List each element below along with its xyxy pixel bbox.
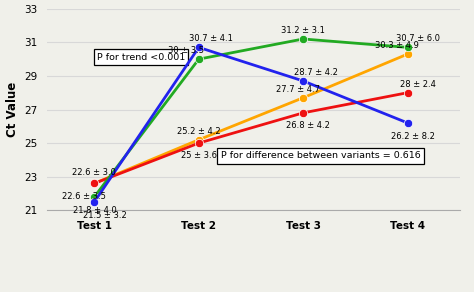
Text: 30.7 ± 4.1: 30.7 ± 4.1 [190, 34, 233, 43]
Non-vaccinated Delta [405, 91, 410, 95]
Vaccinated Alpha [91, 195, 97, 199]
Y-axis label: Ct Value: Ct Value [6, 82, 19, 137]
Text: 27.7 ± 4.7: 27.7 ± 4.7 [276, 85, 320, 93]
Text: 28.7 ± 4.2: 28.7 ± 4.2 [294, 68, 337, 77]
Non-vaccinated Alpha [91, 182, 97, 185]
Text: 25.2 ± 4.2: 25.2 ± 4.2 [177, 126, 220, 135]
Line: Vaccinated Delta: Vaccinated Delta [90, 43, 412, 206]
Line: Non-vaccinated Alpha: Non-vaccinated Alpha [90, 50, 412, 187]
Vaccinated Delta [196, 46, 201, 49]
Non-vaccinated Alpha [405, 52, 410, 56]
Text: 28 ± 2.4: 28 ± 2.4 [400, 79, 436, 88]
Text: P for difference between variants = 0.616: P for difference between variants = 0.61… [220, 151, 420, 160]
Vaccinated Alpha [196, 58, 201, 61]
Text: 22.6 ± 3.0: 22.6 ± 3.0 [73, 168, 116, 178]
Text: 30.7 ± 6.0: 30.7 ± 6.0 [396, 34, 440, 43]
Line: Non-vaccinated Delta: Non-vaccinated Delta [90, 88, 412, 187]
Text: 30.3 ± 4.9: 30.3 ± 4.9 [375, 41, 419, 50]
Legend: Non-vaccinated Alpha, Non-vaccinated Delta, Vaccinated Alpha, Vaccinated Delta: Non-vaccinated Alpha, Non-vaccinated Del… [125, 290, 383, 292]
Text: 21.5 ± 3.2: 21.5 ± 3.2 [83, 211, 127, 220]
Non-vaccinated Alpha [196, 138, 201, 142]
Non-vaccinated Delta [301, 111, 306, 115]
Line: Vaccinated Alpha: Vaccinated Alpha [90, 35, 412, 201]
Vaccinated Alpha [301, 37, 306, 41]
Non-vaccinated Alpha [301, 96, 306, 100]
Text: 21.8 ± 4.0: 21.8 ± 4.0 [73, 206, 116, 215]
Vaccinated Delta [91, 200, 97, 204]
Text: 30 ± 3.5: 30 ± 3.5 [168, 46, 204, 55]
Text: 25 ± 3.6: 25 ± 3.6 [181, 152, 217, 161]
Text: 26.8 ± 4.2: 26.8 ± 4.2 [286, 121, 330, 130]
Text: 26.2 ± 8.2: 26.2 ± 8.2 [391, 132, 435, 141]
Text: P for trend <0.001: P for trend <0.001 [97, 53, 185, 62]
Text: 22.6 ± 3.5: 22.6 ± 3.5 [62, 192, 106, 201]
Non-vaccinated Delta [196, 141, 201, 145]
Vaccinated Delta [405, 121, 410, 125]
Text: 31.2 ± 3.1: 31.2 ± 3.1 [281, 26, 325, 35]
Vaccinated Delta [301, 79, 306, 83]
Non-vaccinated Delta [91, 182, 97, 185]
Vaccinated Alpha [405, 46, 410, 49]
